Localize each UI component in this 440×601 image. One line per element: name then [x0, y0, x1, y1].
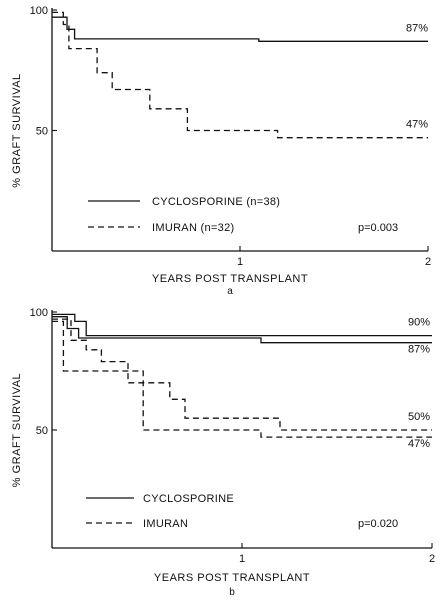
- y-tick-label: 50: [36, 425, 48, 437]
- series-end-label: 87%: [406, 22, 428, 34]
- legend-label: IMURAN: [143, 518, 188, 530]
- series-line-solid-1: [52, 316, 432, 344]
- x-axis-label: YEARS POST TRANSPLANT: [154, 572, 310, 584]
- series-line-solid-0: [52, 313, 432, 337]
- x-tick-label: 1: [237, 256, 243, 268]
- x-tick-label: 2: [429, 553, 435, 565]
- x-tick-label: 2: [425, 256, 431, 268]
- legend-label: CYCLOSPORINE (n=38): [152, 196, 280, 208]
- series-end-label: 50%: [408, 411, 430, 423]
- series-end-label: 47%: [406, 119, 428, 131]
- y-tick-label: 100: [30, 307, 48, 319]
- legend-label: CYCLOSPORINE: [143, 493, 234, 505]
- series-line-solid-0: [52, 16, 428, 42]
- series-end-label: 87%: [408, 344, 430, 356]
- y-axis-label: % GRAFT SURVIVAL: [11, 373, 23, 487]
- chart-panel-b: 50 100 1 2 % GRAFT SURVIVAL YEARS POST TRANSP…: [11, 307, 435, 598]
- chart-panel-a: 50 100 1 2 % GRAFT SURVIVAL YEARS POST TRANSP…: [11, 5, 431, 297]
- y-axis-label: % GRAFT SURVIVAL: [11, 73, 23, 187]
- x-axis-label: YEARS POST TRANSPLANT: [152, 273, 308, 285]
- p-value-label: p=0.003: [358, 222, 398, 234]
- panel-subtitle: a: [227, 286, 233, 297]
- panel-subtitle: b: [229, 587, 235, 598]
- legend-label: IMURAN (n=32): [152, 222, 234, 234]
- series-line-dashed-1: [52, 11, 428, 139]
- y-tick-label: 50: [36, 126, 48, 138]
- y-tick-label: 100: [30, 5, 48, 17]
- series-end-label: 90%: [408, 317, 430, 329]
- series-end-label: 47%: [408, 438, 430, 450]
- x-tick-label: 1: [239, 553, 245, 565]
- p-value-label: p=0.020: [358, 518, 398, 530]
- series-line-dashed-3: [52, 320, 432, 438]
